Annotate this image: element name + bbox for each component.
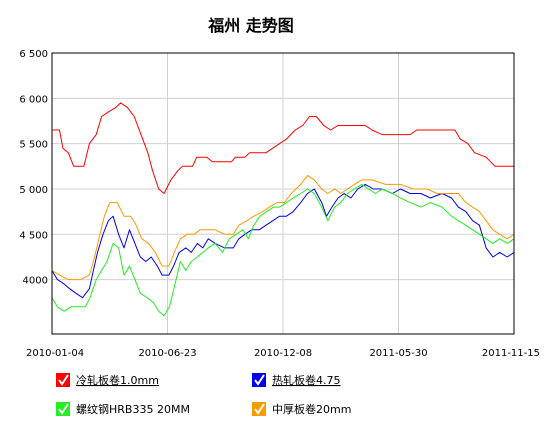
series-line	[51, 183, 515, 299]
legend-label[interactable]: 热轧板卷4.75	[272, 373, 341, 387]
legend-label[interactable]: 冷轧板卷1.0mm	[76, 373, 159, 387]
check-mark-icon	[58, 403, 69, 415]
series-line	[51, 183, 515, 317]
series-line	[52, 102, 514, 194]
x-axis-ticks: 2010-01-04 2010-06-23 2010-12-08 2011-05-30…	[26, 348, 540, 359]
y-tick-label: 6 500	[19, 49, 48, 60]
y-tick-label: 4000	[23, 276, 48, 287]
y-tick-label: 5 000	[19, 185, 48, 196]
x-tick-label: 2010-06-23	[138, 348, 196, 359]
x-tick-label: 2011-05-30	[369, 348, 427, 359]
legend-label: 螺纹钢HRB335 20MM	[76, 402, 190, 416]
legend: 冷轧板卷1.0mm 热轧板卷4.75 螺纹钢HRB335 20MM 中厚板卷20mm	[56, 373, 351, 416]
x-tick-label: 2011-11-15	[482, 348, 540, 359]
y-tick-label: 6 000	[19, 94, 48, 105]
legend-item[interactable]: 冷轧板卷1.0mm	[56, 373, 159, 387]
plot-frame	[51, 52, 515, 335]
series-lines	[51, 102, 515, 317]
legend-label: 中厚板卷20mm	[272, 402, 351, 416]
y-axis-ticks: 4000 4 500 5 000 5 500 6 000 6 500	[19, 49, 48, 287]
legend-item[interactable]: 螺纹钢HRB335 20MM	[56, 402, 190, 416]
chart-title: 福州 走势图	[207, 16, 294, 35]
x-tick-label: 2010-01-04	[26, 348, 84, 359]
check-mark-icon	[58, 374, 69, 386]
y-tick-label: 5 500	[19, 140, 48, 151]
x-tick-label: 2010-12-08	[254, 348, 312, 359]
legend-item[interactable]: 热轧板卷4.75	[252, 373, 341, 387]
series-line	[51, 174, 515, 281]
y-tick-label: 4 500	[19, 230, 48, 241]
legend-item[interactable]: 中厚板卷20mm	[252, 402, 351, 416]
check-mark-icon	[254, 374, 265, 386]
check-mark-icon	[254, 403, 265, 415]
